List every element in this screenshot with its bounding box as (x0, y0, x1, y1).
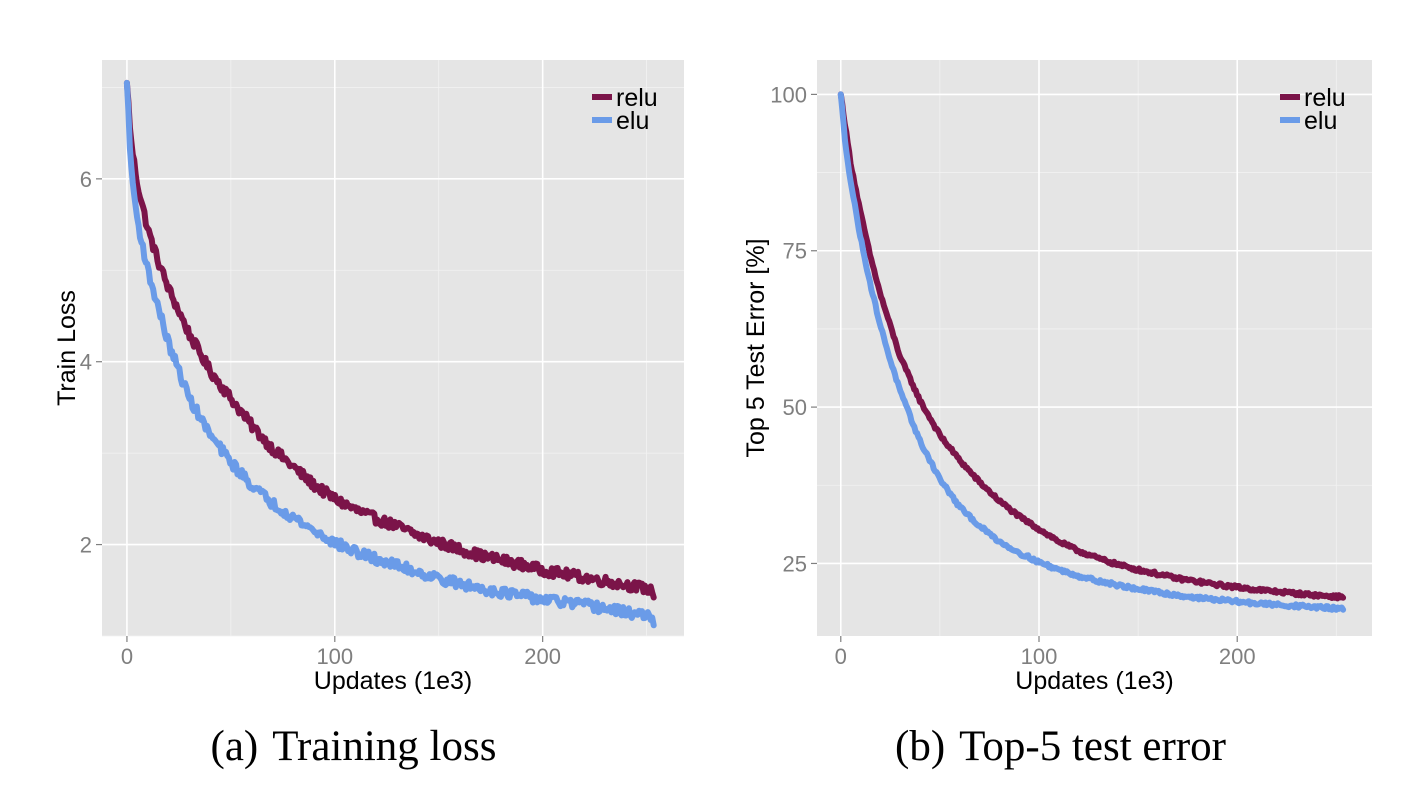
x-axis-label: Updates (1e3) (314, 667, 472, 695)
caption-text: Top-5 test error (959, 723, 1226, 770)
y-tick-label: 75 (783, 239, 807, 264)
legend-label-relu: relu (616, 84, 658, 112)
y-axis-label: Train Loss (53, 290, 81, 406)
y-tick-label: 100 (770, 82, 807, 107)
legend-label-elu: elu (1304, 107, 1337, 135)
caption-tag: (a) (210, 723, 259, 770)
series-line-elu (837, 91, 1347, 613)
caption-text: Training loss (272, 723, 497, 770)
series-line-relu (837, 91, 1347, 602)
y-tick-label: 25 (783, 551, 807, 576)
x-tick-label: 200 (1219, 644, 1256, 669)
series-line-relu (123, 79, 657, 601)
x-tick-label: 100 (316, 644, 353, 669)
figure-top5-error: 0 100 200 25 50 75 100 Updates (1e3) Top 5 Test … (707, 0, 1414, 802)
caption-tag: (b) (895, 723, 946, 770)
y-tick-label: 2 (80, 533, 92, 558)
legend-label-relu: relu (1304, 84, 1346, 112)
y-tick-label: 6 (80, 167, 92, 192)
y-axis-label: Top 5 Test Error [%] (742, 238, 770, 457)
x-tick-label: 0 (835, 644, 847, 669)
x-tick-label: 100 (1021, 644, 1058, 669)
caption-top5-error: (b) Top-5 test error (707, 722, 1414, 771)
series-line-elu (123, 79, 657, 629)
caption-training-loss: (a) Training loss (0, 722, 707, 771)
y-tick-label: 50 (783, 395, 807, 420)
x-tick-label: 0 (121, 644, 133, 669)
figure-training-loss: 0 100 200 2 4 6 Updates (1e3) Train Loss relu elu… (0, 60, 707, 771)
plot-panel (817, 60, 1372, 636)
y-tick-label: 4 (80, 350, 92, 375)
legend-label-elu: elu (616, 107, 649, 135)
x-axis-label: Updates (1e3) (1015, 667, 1173, 695)
plot-panel (102, 60, 684, 636)
x-tick-label: 200 (524, 644, 561, 669)
grid (102, 60, 684, 637)
